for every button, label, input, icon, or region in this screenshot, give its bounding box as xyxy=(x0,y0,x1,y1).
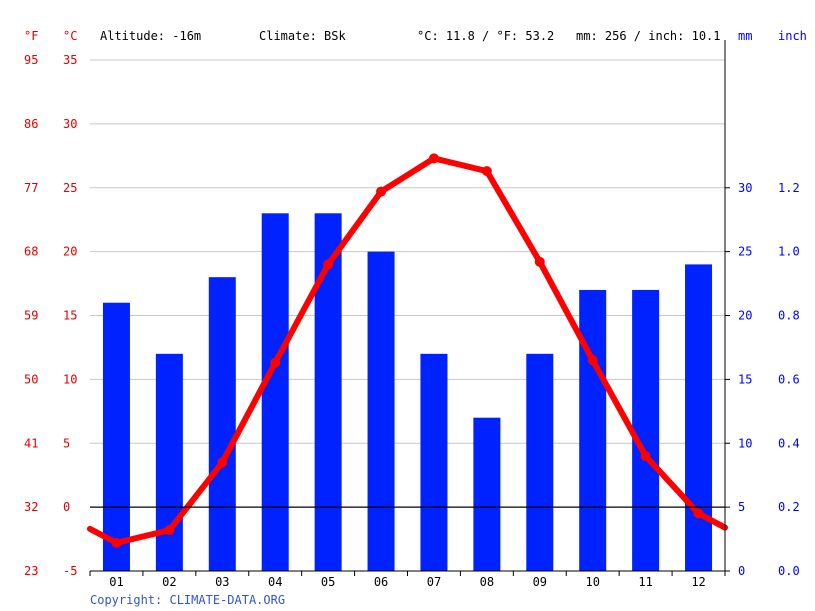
temperature-line xyxy=(87,153,728,548)
tick-labels: 01 02 03 04 05 06 07 08 09 10 11 12-523032541105015… xyxy=(24,53,800,589)
precipitation-bar xyxy=(526,353,554,571)
x-tick-label: 08 xyxy=(480,575,494,589)
x-tick-label: 07 xyxy=(427,575,441,589)
inch-unit-label: inch xyxy=(778,29,807,43)
x-tick-label: 09 xyxy=(533,575,547,589)
celsius-tick-label: 30 xyxy=(63,117,77,131)
temperature-point xyxy=(693,508,704,519)
x-tick-label: 03 xyxy=(215,575,229,589)
temperature-point xyxy=(111,537,122,548)
precipitation-bar xyxy=(367,251,395,571)
climate-label: Climate: BSk xyxy=(259,29,346,43)
gridlines xyxy=(90,59,725,444)
fahrenheit-tick-label: 50 xyxy=(24,372,38,386)
inch-tick-label: 0.8 xyxy=(778,309,800,323)
fahrenheit-tick-label: 95 xyxy=(24,53,38,67)
inch-tick-label: 0.6 xyxy=(778,372,800,386)
inch-tick-label: 0.0 xyxy=(778,564,800,578)
mm-tick-label: 5 xyxy=(738,500,745,514)
celsius-tick-label: 10 xyxy=(63,372,77,386)
x-tick-label: 11 xyxy=(638,575,652,589)
precipitation-bar xyxy=(685,264,713,571)
temperature-series-line xyxy=(87,155,728,546)
mm-tick-label: 20 xyxy=(738,309,752,323)
fahrenheit-unit-label: °F xyxy=(24,29,38,43)
precipitation-bar xyxy=(579,289,607,571)
precipitation-bar xyxy=(155,353,183,571)
fahrenheit-tick-label: 86 xyxy=(24,117,38,131)
x-tick-label: 10 xyxy=(585,575,599,589)
mm-tick-label: 25 xyxy=(738,245,752,259)
precipitation-bar xyxy=(473,417,501,571)
celsius-tick-label: 5 xyxy=(63,436,70,450)
celsius-tick-label: 25 xyxy=(63,181,77,195)
fahrenheit-tick-label: 59 xyxy=(24,309,38,323)
x-tick-label: 02 xyxy=(162,575,176,589)
chart-axes xyxy=(89,40,730,576)
temperature-point xyxy=(587,355,598,366)
x-tick-label: 12 xyxy=(691,575,705,589)
x-tick-label: 06 xyxy=(374,575,388,589)
celsius-unit-label: °C xyxy=(63,29,77,43)
celsius-tick-label: 15 xyxy=(63,309,77,323)
precipitation-bar xyxy=(420,353,448,571)
mm-tick-label: 15 xyxy=(738,372,752,386)
precipitation-bar xyxy=(261,213,289,572)
inch-tick-label: 1.2 xyxy=(778,181,800,195)
fahrenheit-tick-label: 23 xyxy=(24,564,38,578)
celsius-tick-label: -5 xyxy=(63,564,77,578)
inch-tick-label: 1.0 xyxy=(778,245,800,259)
fahrenheit-tick-label: 77 xyxy=(24,181,38,195)
x-tick-label: 01 xyxy=(109,575,123,589)
precipitation-bar xyxy=(208,277,236,571)
celsius-tick-label: 35 xyxy=(63,53,77,67)
inch-tick-label: 0.2 xyxy=(778,500,800,514)
temperature-point xyxy=(534,256,545,267)
precipitation-total-label: mm: 256 / inch: 10.1 xyxy=(576,29,721,43)
x-tick-label: 05 xyxy=(321,575,335,589)
celsius-tick-label: 0 xyxy=(63,500,70,514)
precipitation-bar xyxy=(314,213,342,572)
temperature-point xyxy=(270,357,281,368)
temperature-point xyxy=(217,457,228,468)
mm-tick-label: 10 xyxy=(738,436,752,450)
mm-tick-label: 0 xyxy=(738,564,745,578)
temperature-point xyxy=(376,186,387,197)
average-temperature-label: °C: 11.8 / °F: 53.2 xyxy=(417,29,554,43)
temperature-point xyxy=(164,525,175,536)
temperature-point xyxy=(323,259,334,270)
temperature-point xyxy=(481,166,492,177)
precipitation-bar xyxy=(102,302,130,571)
mm-unit-label: mm xyxy=(738,29,752,43)
copyright-text: Copyright: CLIMATE-DATA.ORG xyxy=(90,593,285,607)
fahrenheit-tick-label: 41 xyxy=(24,436,38,450)
fahrenheit-tick-label: 68 xyxy=(24,245,38,259)
inch-tick-label: 0.4 xyxy=(778,436,800,450)
precipitation-bar xyxy=(632,289,660,571)
celsius-tick-label: 20 xyxy=(63,245,77,259)
temperature-point xyxy=(640,451,651,462)
mm-tick-label: 30 xyxy=(738,181,752,195)
x-tick-label: 04 xyxy=(268,575,282,589)
precipitation-bars xyxy=(102,213,713,572)
fahrenheit-tick-label: 32 xyxy=(24,500,38,514)
altitude-label: Altitude: -16m xyxy=(100,29,201,43)
temperature-point xyxy=(428,153,439,164)
